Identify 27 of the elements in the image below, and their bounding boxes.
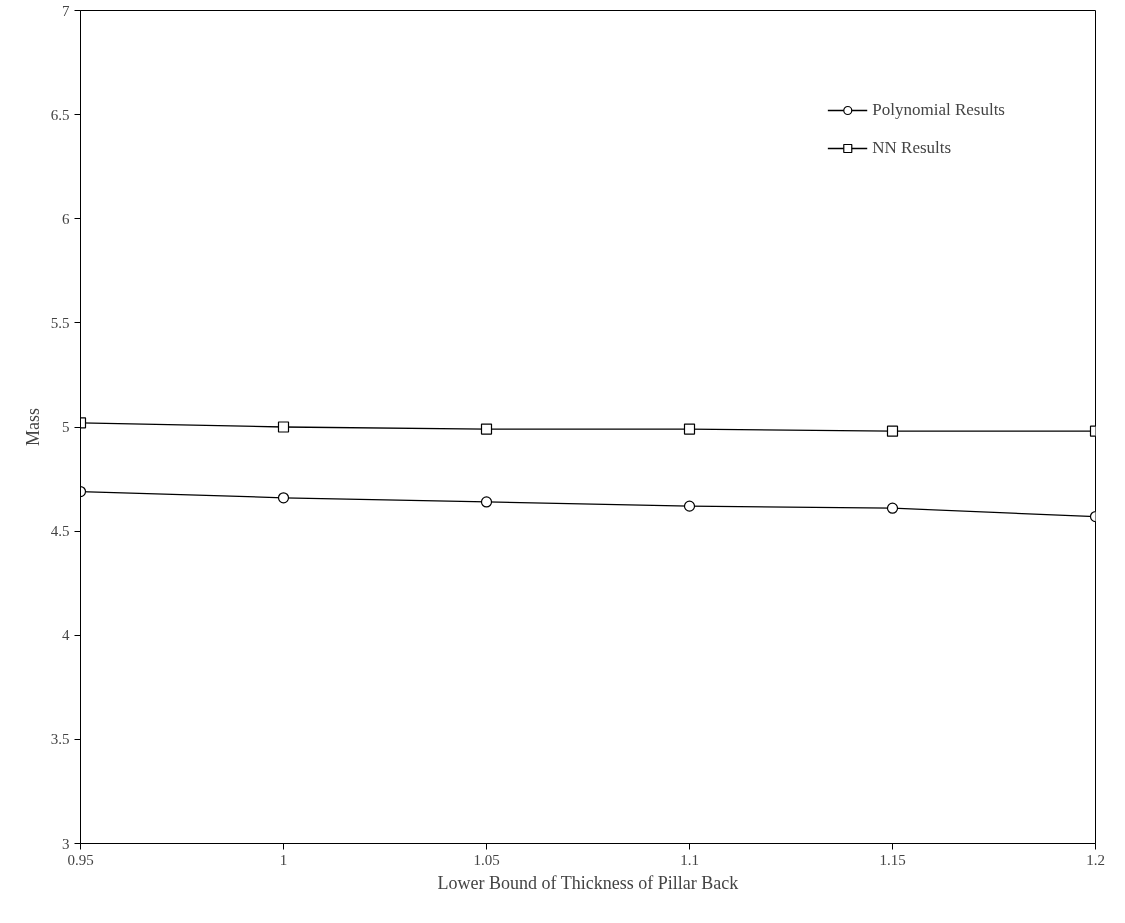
point (683, 423, 696, 435)
y-tick-label: 3.5 (50, 731, 70, 748)
y-axis-title: Mass (22, 407, 43, 446)
point (886, 425, 899, 437)
y-tick-label: 6.5 (50, 106, 70, 123)
x-tick-label: 0.95 (67, 851, 94, 868)
legend-label: Polynomial Results (872, 100, 1005, 120)
point (480, 496, 493, 508)
point (277, 492, 290, 504)
point (886, 502, 899, 514)
point (480, 423, 493, 435)
point (683, 500, 696, 512)
point (277, 421, 290, 433)
y-tick-label: 5 (62, 419, 70, 435)
x-tick-label: 1.15 (879, 851, 906, 868)
x-axis-title: Lower Bound of Thickness of Pillar Back (437, 872, 739, 893)
legend-label: NN Results (872, 138, 952, 158)
x-tick-label: 1 (279, 851, 288, 868)
y-tick-label: 6 (62, 210, 70, 227)
x-tick-label: 1.2 (1086, 851, 1105, 868)
y-tick-label: 3 (62, 835, 70, 852)
y-tick-label: 4.5 (50, 523, 70, 540)
y-tick-label: 7 (62, 2, 70, 19)
x-tick-label: 1.1 (680, 851, 699, 868)
x-tick-label: 1.05 (473, 851, 500, 868)
y-tick-label: 4 (62, 627, 70, 644)
y-tick-label: 5.5 (50, 314, 70, 331)
